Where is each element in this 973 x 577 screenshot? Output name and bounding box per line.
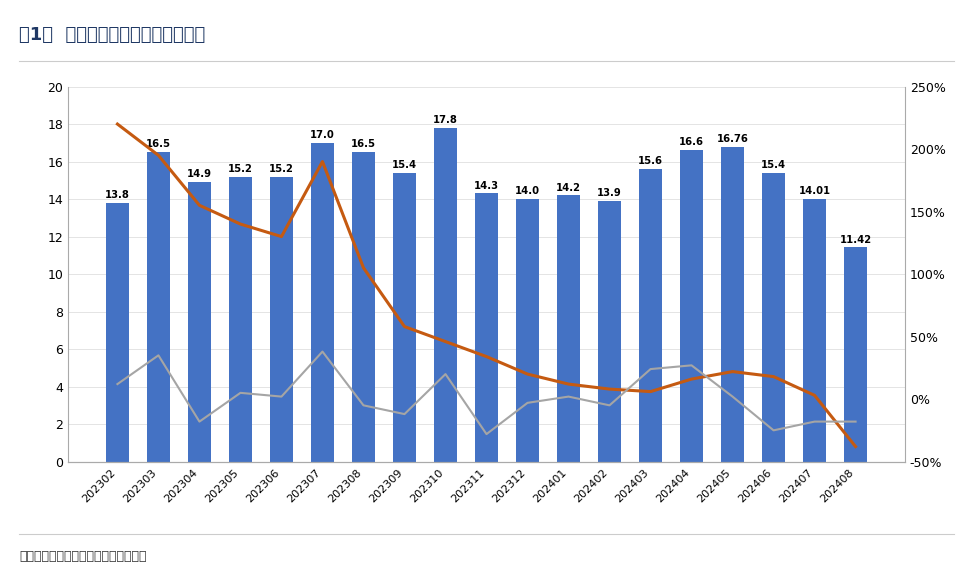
Bar xyxy=(230,177,252,462)
环比（%） xyxy=(316,348,328,355)
环比（%） xyxy=(112,381,124,388)
Bar xyxy=(352,152,375,462)
同比（%） xyxy=(768,373,779,380)
Text: 16.5: 16.5 xyxy=(146,140,171,149)
Text: 15.2: 15.2 xyxy=(269,164,294,174)
Line: 环比（%）: 环比（%） xyxy=(118,351,855,434)
同比（%） xyxy=(645,388,657,395)
同比（%） xyxy=(234,220,246,227)
Bar xyxy=(845,248,867,462)
Bar xyxy=(311,143,334,462)
Text: 15.4: 15.4 xyxy=(761,160,786,170)
环比（%） xyxy=(727,393,739,400)
环比（%） xyxy=(603,402,615,409)
Text: 17.0: 17.0 xyxy=(310,130,335,140)
环比（%） xyxy=(522,399,533,406)
Line: 同比（%）: 同比（%） xyxy=(118,124,855,447)
Text: 13.9: 13.9 xyxy=(597,188,622,198)
Bar xyxy=(270,177,293,462)
Bar xyxy=(106,203,128,462)
环比（%） xyxy=(645,366,657,373)
同比（%） xyxy=(358,264,370,271)
同比（%） xyxy=(440,338,451,345)
同比（%） xyxy=(399,323,411,330)
Bar xyxy=(517,199,539,462)
环比（%） xyxy=(686,362,698,369)
Text: 15.6: 15.6 xyxy=(638,156,663,166)
同比（%） xyxy=(112,121,124,128)
环比（%） xyxy=(809,418,820,425)
环比（%） xyxy=(562,393,574,400)
同比（%） xyxy=(153,152,164,159)
环比（%） xyxy=(440,370,451,377)
环比（%） xyxy=(481,430,492,437)
Bar xyxy=(804,199,826,462)
环比（%） xyxy=(194,418,205,425)
同比（%） xyxy=(849,443,861,450)
环比（%） xyxy=(275,393,287,400)
Bar xyxy=(639,169,662,462)
Text: 数据来源：美国海关，东吴证券研究所: 数据来源：美国海关，东吴证券研究所 xyxy=(19,549,147,563)
Bar xyxy=(147,152,169,462)
Text: 16.5: 16.5 xyxy=(351,140,376,149)
Bar xyxy=(762,173,785,462)
Bar xyxy=(434,128,456,462)
Text: 14.3: 14.3 xyxy=(474,181,499,190)
Bar xyxy=(393,173,415,462)
Bar xyxy=(598,201,621,462)
Text: 14.9: 14.9 xyxy=(187,170,212,179)
Bar xyxy=(721,147,743,462)
环比（%） xyxy=(849,418,861,425)
Text: 11.42: 11.42 xyxy=(840,235,872,245)
同比（%） xyxy=(481,353,492,360)
环比（%） xyxy=(234,389,246,396)
Text: 16.6: 16.6 xyxy=(679,137,704,148)
同比（%） xyxy=(727,368,739,375)
Text: 13.8: 13.8 xyxy=(105,190,129,200)
同比（%） xyxy=(809,392,820,399)
Text: 17.8: 17.8 xyxy=(433,115,458,125)
同比（%） xyxy=(194,202,205,209)
Text: 图1：  美国组件进口金额（亿美元）: 图1： 美国组件进口金额（亿美元） xyxy=(19,26,205,44)
环比（%） xyxy=(358,402,370,409)
环比（%） xyxy=(399,411,411,418)
Bar xyxy=(475,193,498,462)
Text: 14.01: 14.01 xyxy=(799,186,831,196)
Text: 15.4: 15.4 xyxy=(392,160,417,170)
同比（%） xyxy=(316,158,328,165)
Text: 14.2: 14.2 xyxy=(556,182,581,193)
Bar xyxy=(188,182,211,462)
Bar xyxy=(558,195,580,462)
Bar xyxy=(680,150,703,462)
同比（%） xyxy=(686,376,698,383)
Text: 14.0: 14.0 xyxy=(515,186,540,196)
同比（%） xyxy=(603,385,615,392)
Text: 15.2: 15.2 xyxy=(228,164,253,174)
Text: 16.76: 16.76 xyxy=(716,134,748,144)
同比（%） xyxy=(562,381,574,388)
同比（%） xyxy=(522,370,533,377)
环比（%） xyxy=(153,352,164,359)
同比（%） xyxy=(275,233,287,240)
环比（%） xyxy=(768,427,779,434)
